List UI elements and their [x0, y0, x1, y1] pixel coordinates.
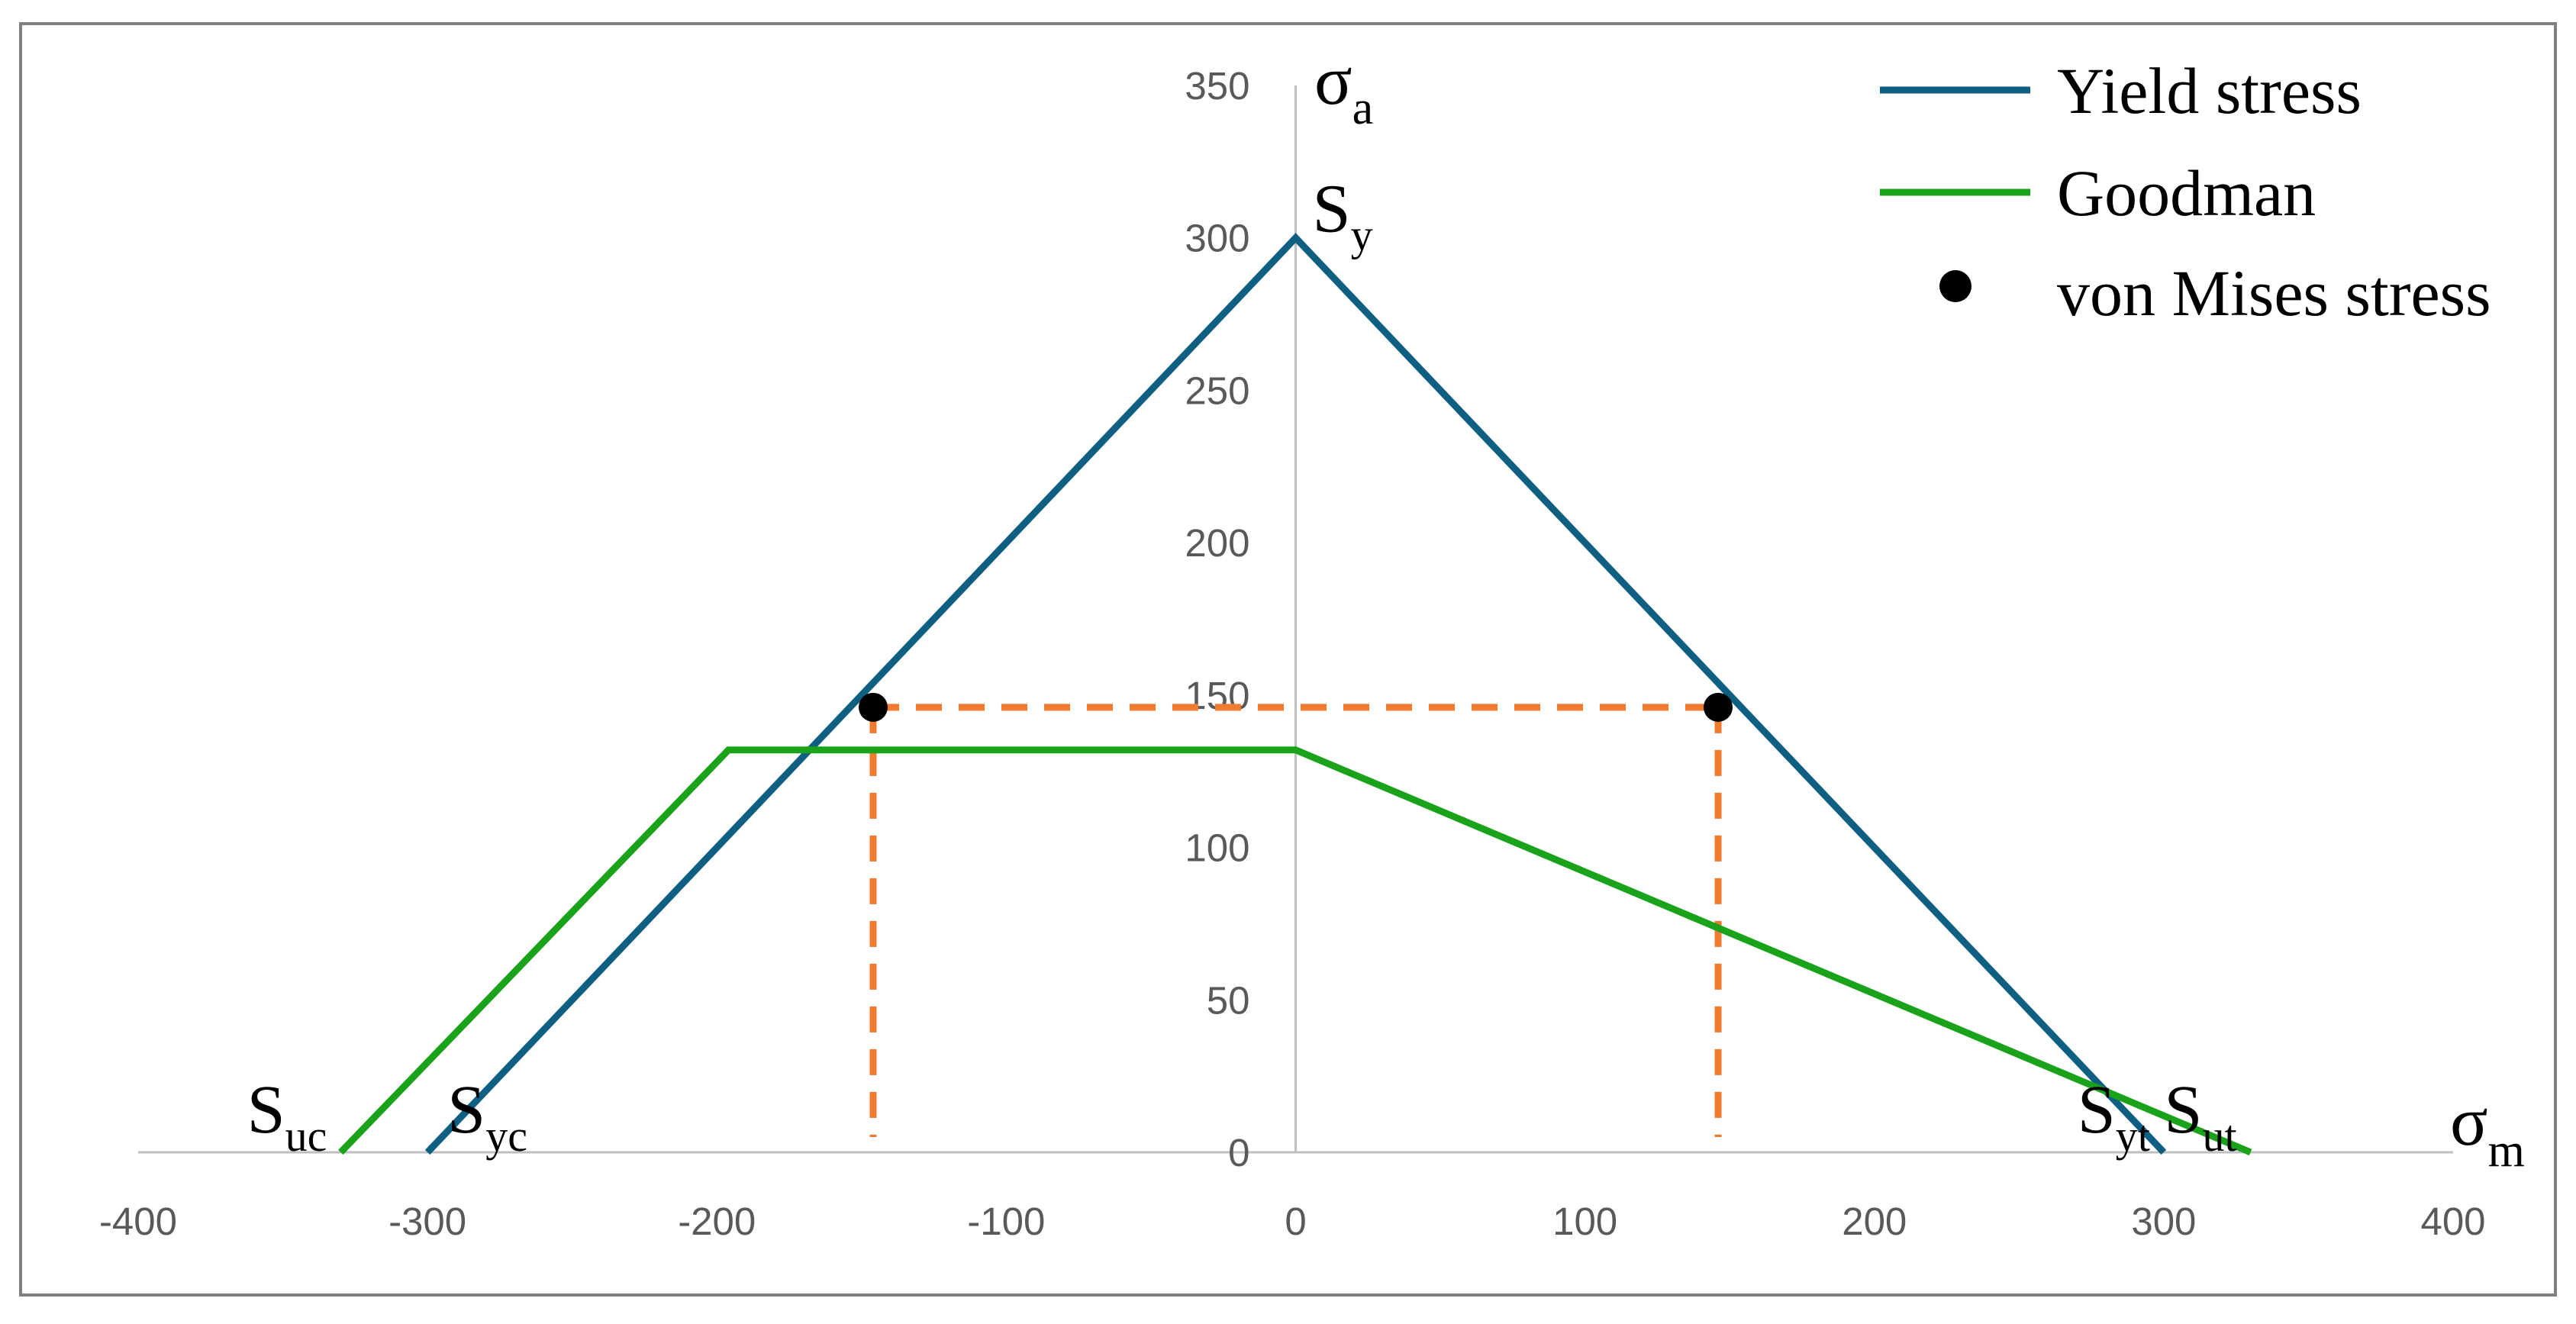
- x-tick-label: -300: [388, 1200, 466, 1243]
- legend-label-yield-stress: Yield stress: [2057, 54, 2362, 127]
- x-tick-label: -400: [99, 1200, 177, 1243]
- x-tick-label: 100: [1552, 1200, 1617, 1243]
- legend-label-von-mises-stress: von Mises stress: [2057, 256, 2491, 330]
- guide-lines: [869, 704, 1722, 1138]
- y-tick-label: 0: [1228, 1131, 1249, 1174]
- legend: Yield stress Goodman von Mises stress: [1880, 54, 2491, 330]
- legend-label-goodman: Goodman: [2057, 156, 2316, 230]
- axes: -400 -300 -200 -100 0 100 200 300 40005010015020…: [99, 41, 2525, 1243]
- x-tick-label: 0: [1285, 1200, 1306, 1243]
- chart-border: [19, 22, 2557, 1297]
- y-tick-label: 50: [1207, 978, 1250, 1022]
- x-tick-label: 200: [1842, 1200, 1907, 1243]
- annotation-label: Sy: [1313, 172, 1373, 260]
- y-axis-label: σa: [1314, 41, 1373, 134]
- data-point-von-mises-stress: [1704, 692, 1733, 722]
- annotation-label: Suc: [247, 1072, 327, 1161]
- x-tick-label: -200: [678, 1200, 756, 1243]
- annotation-labels: Sy Suc Syc Syt Sut: [247, 172, 2237, 1161]
- x-tick-label: 300: [2131, 1200, 2196, 1243]
- series-line-yield-stress: [424, 233, 2167, 1155]
- series-layer: [338, 233, 2252, 1156]
- annotation-label: Syt: [2078, 1072, 2150, 1161]
- x-tick-label: -100: [967, 1200, 1045, 1243]
- y-tick-label: 300: [1185, 217, 1249, 260]
- y-tick-label: 250: [1185, 369, 1249, 412]
- y-tick-label: 200: [1185, 521, 1249, 565]
- series-line-goodman: [338, 746, 2252, 1156]
- y-tick-label: 350: [1185, 64, 1249, 108]
- annotation-label: Syc: [447, 1072, 527, 1161]
- y-tick-label: 100: [1185, 826, 1249, 870]
- x-tick-label: 400: [2420, 1200, 2485, 1243]
- x-axis-label: σm: [2450, 1082, 2525, 1177]
- data-point-von-mises-stress: [858, 692, 888, 722]
- legend-swatch-von-mises-stress: [1939, 270, 1971, 302]
- annotation-label: Sut: [2164, 1072, 2236, 1161]
